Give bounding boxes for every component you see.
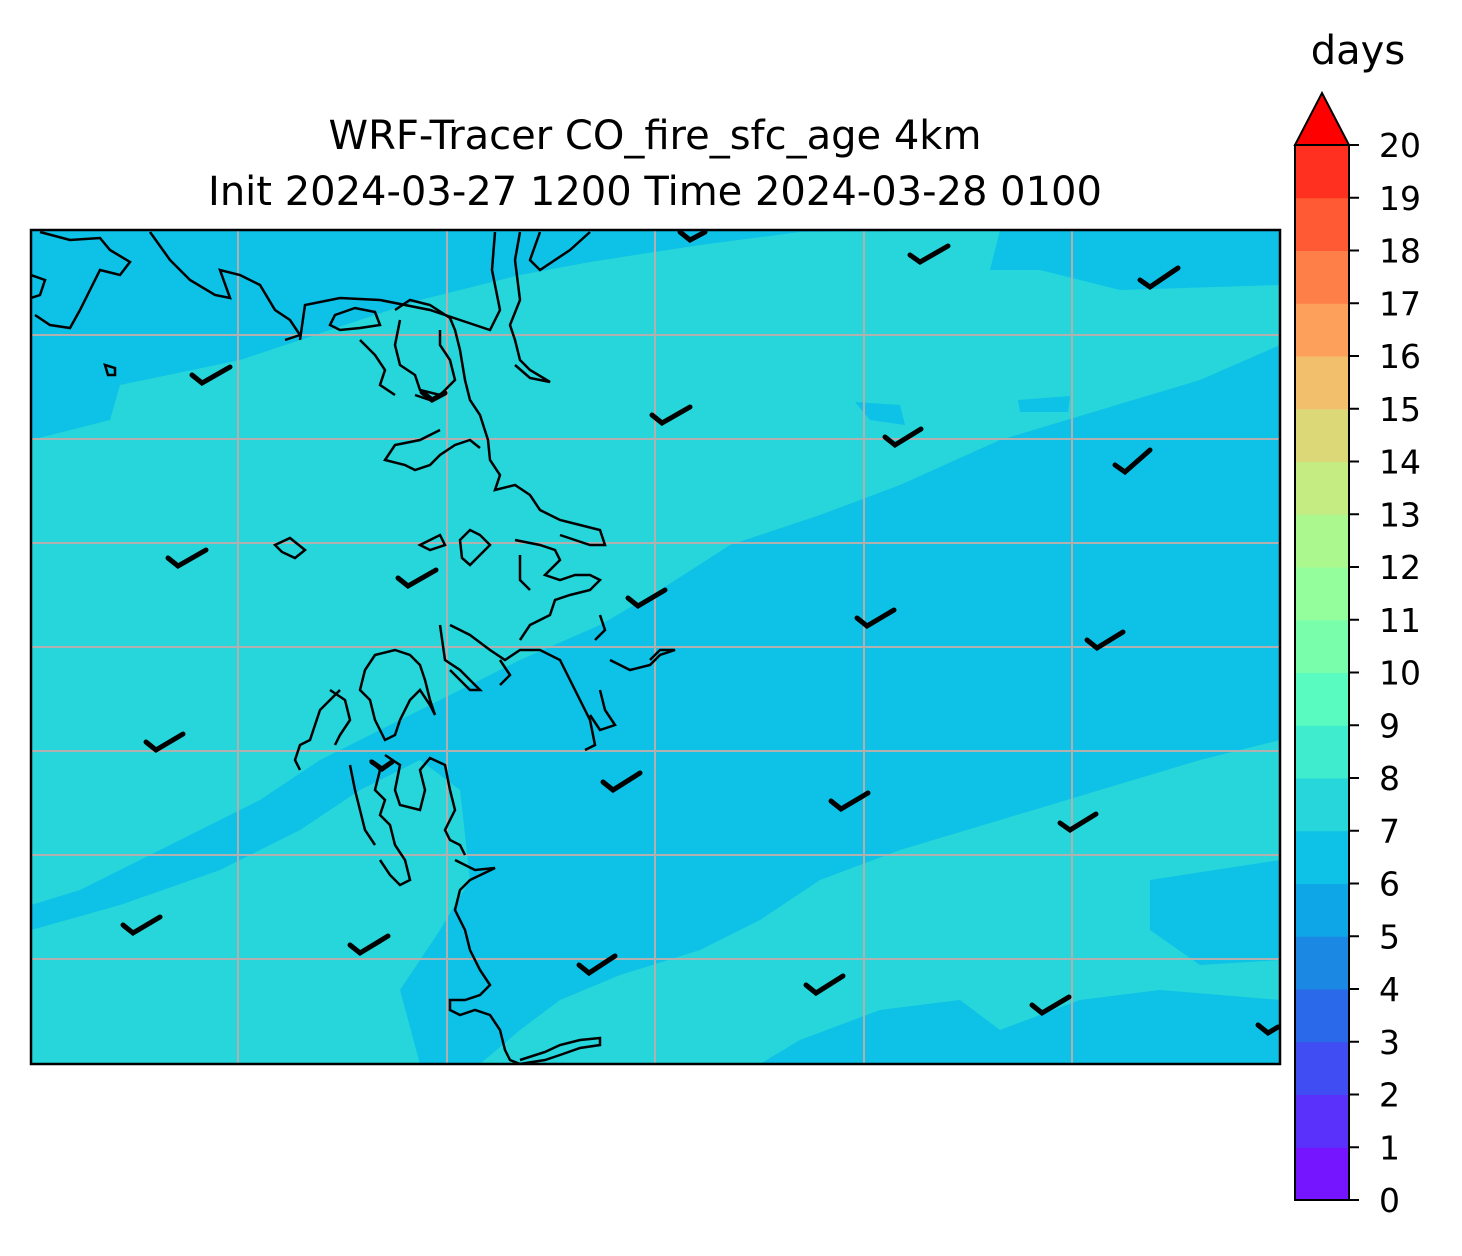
wind-barb [1057, 811, 1099, 833]
wind-barb [576, 953, 618, 977]
colorbar-units: days [1310, 28, 1406, 74]
wind-barb [677, 230, 708, 243]
colorbar-tick-label: 3 [1379, 1023, 1400, 1062]
colorbar-band [1295, 514, 1349, 568]
colorbar-bands [1295, 145, 1349, 1201]
colorbar-tick-label: 6 [1379, 865, 1400, 904]
map-frame [29, 228, 1282, 1066]
wind-barb [625, 587, 668, 610]
wind-barb [803, 973, 846, 997]
wind-barb [907, 243, 951, 265]
colorbar-band [1295, 672, 1349, 726]
colorbar-band [1295, 725, 1349, 779]
colorbar-tick-label: 16 [1379, 337, 1421, 376]
colorbar-band [1295, 989, 1349, 1043]
colorbar-tick-label: 0 [1379, 1181, 1400, 1220]
colorbar-band [1295, 408, 1349, 462]
wind-barb [828, 790, 871, 813]
colorbar-tick-label: 18 [1379, 232, 1421, 271]
wind-barbs [120, 230, 1280, 1037]
colorbar-tick-label: 17 [1379, 284, 1421, 323]
wind-barb [600, 770, 643, 794]
coastlines [31, 230, 676, 1064]
colorbar-band [1295, 1147, 1349, 1201]
colorbar-band [1295, 356, 1349, 410]
wind-barb [120, 914, 163, 937]
wind-barb [854, 607, 897, 630]
colorbar-tick-label: 7 [1379, 812, 1400, 851]
wind-barb [1084, 629, 1126, 652]
colorbar-band [1295, 250, 1349, 304]
colorbar-tick-label: 10 [1379, 654, 1421, 693]
wind-barb [649, 404, 693, 427]
wind-barb [1137, 265, 1181, 291]
colorbar-band [1295, 461, 1349, 515]
colorbar-tick-label: 4 [1379, 970, 1400, 1009]
colorbar-band [1295, 778, 1349, 832]
colorbar-band [1295, 145, 1349, 199]
colorbar-tick-label: 9 [1379, 706, 1400, 745]
field-band-6-7-lower [31, 760, 470, 1064]
wind-barb [1255, 1022, 1280, 1037]
colorbar-tick-label: 11 [1379, 601, 1421, 640]
colorbar-tick-label: 15 [1379, 390, 1421, 429]
colorbar-tick-label: 1 [1379, 1128, 1400, 1167]
colorbar-band [1295, 936, 1349, 990]
colorbar-band [1295, 830, 1349, 884]
wind-barb [369, 759, 395, 773]
colorbar-band [1295, 883, 1349, 937]
gridlines [31, 230, 1280, 1064]
wind-barb [347, 933, 391, 957]
colorbar-band [1295, 1094, 1349, 1148]
map-title: WRF-Tracer CO_fire_sfc_age 4km Init 2024… [30, 108, 1280, 220]
colorbar-band [1295, 567, 1349, 621]
colorbar-band [1295, 619, 1349, 673]
colorbar-tick-label: 13 [1379, 495, 1421, 534]
colorbar-extend-triangle [1293, 90, 1351, 146]
colorbar-tick-label: 12 [1379, 548, 1421, 587]
colorbar-tick-label: 8 [1379, 759, 1400, 798]
colorbar-tick-label: 14 [1379, 443, 1421, 482]
title-line-2: Init 2024-03-27 1200 Time 2024-03-28 010… [208, 169, 1102, 215]
colorbar-tick-label: 5 [1379, 917, 1400, 956]
wind-barb [882, 426, 924, 449]
colorbar-band [1295, 1041, 1349, 1095]
colorbar-tick-label: 19 [1379, 179, 1421, 218]
colorbar-tick-label: 20 [1379, 126, 1421, 165]
wind-barb [165, 547, 209, 570]
title-line-1: WRF-Tracer CO_fire_sfc_age 4km [328, 113, 982, 159]
wind-barb [1112, 447, 1153, 476]
wind-barb [419, 389, 448, 403]
wind-barb [189, 364, 233, 387]
colorbar-tick-label: 2 [1379, 1076, 1400, 1115]
colorbar-band [1295, 303, 1349, 357]
wind-barb [143, 731, 186, 754]
wind-barb [1029, 994, 1072, 1017]
colorbar-band [1295, 197, 1349, 251]
wind-barb [395, 567, 439, 590]
